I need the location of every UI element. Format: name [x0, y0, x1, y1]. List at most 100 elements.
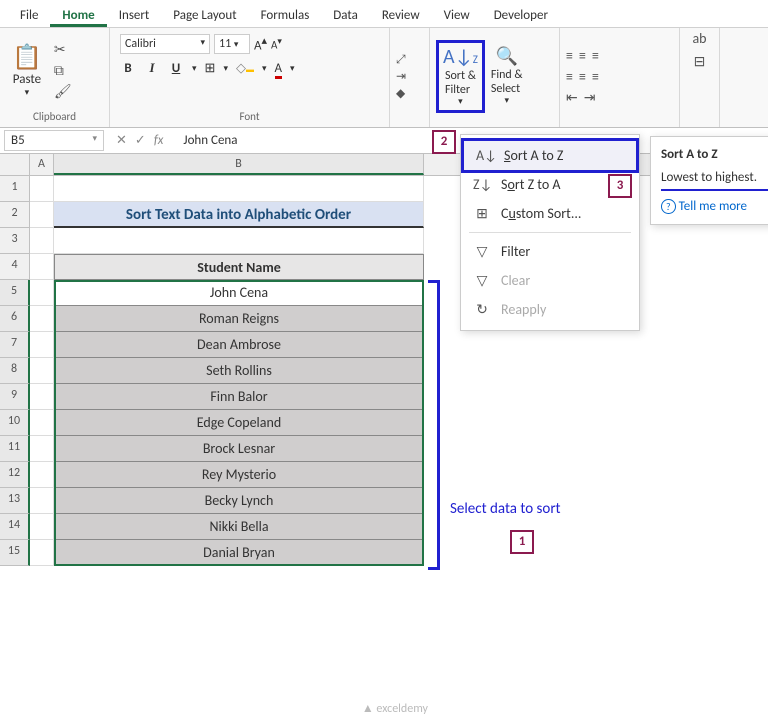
align-left-icon[interactable]: ≡ — [566, 68, 573, 85]
cell[interactable] — [30, 254, 54, 280]
data-cell[interactable]: Danial Bryan — [54, 540, 424, 566]
fill-color-icon[interactable]: ◇▬ — [236, 61, 254, 76]
decrease-indent-icon[interactable]: ⇤ — [566, 89, 578, 106]
merge-icon[interactable]: ⊟ — [694, 53, 706, 70]
row-header[interactable]: 11 — [0, 436, 30, 462]
cell[interactable] — [54, 176, 424, 202]
tab-page-layout[interactable]: Page Layout — [161, 4, 248, 27]
copy-icon[interactable]: ⧉ — [54, 62, 72, 79]
tab-home[interactable]: Home — [50, 4, 106, 27]
row-header[interactable]: 3 — [0, 228, 30, 254]
ribbon-tabs: File Home Insert Page Layout Formulas Da… — [0, 0, 768, 28]
border-icon[interactable]: ⊞ — [205, 61, 216, 76]
annotation-2: 2 — [432, 130, 456, 154]
row-header[interactable]: 13 — [0, 488, 30, 514]
name-box[interactable]: B5▾ — [4, 130, 104, 151]
bold-button[interactable]: B — [120, 61, 136, 76]
data-cell[interactable]: Rey Mysterio — [54, 462, 424, 488]
paste-button[interactable]: 📋 Paste ▾ — [6, 41, 48, 100]
sort-az-item[interactable]: A↓ Sort A to Z — [461, 138, 639, 173]
data-cell[interactable]: Brock Lesnar — [54, 436, 424, 462]
tab-file[interactable]: File — [8, 4, 50, 27]
cancel-icon[interactable]: ✕ — [116, 133, 127, 148]
align-right-icon[interactable]: ≡ — [592, 68, 599, 85]
align-bottom-icon[interactable]: ≡ — [592, 47, 599, 64]
find-select-button[interactable]: 🔍 Find & Select ▾ — [485, 44, 529, 109]
row-header[interactable]: 10 — [0, 410, 30, 436]
col-header-A[interactable]: A — [30, 154, 54, 175]
enter-icon[interactable]: ✓ — [135, 133, 146, 148]
cell[interactable] — [30, 384, 54, 410]
tab-formulas[interactable]: Formulas — [249, 4, 322, 27]
cell[interactable] — [30, 436, 54, 462]
cell[interactable] — [30, 332, 54, 358]
align-top-icon[interactable]: ≡ — [566, 47, 573, 64]
tab-view[interactable]: View — [432, 4, 482, 27]
row-header[interactable]: 4 — [0, 254, 30, 280]
underline-button[interactable]: U — [168, 61, 184, 76]
row-header[interactable]: 6 — [0, 306, 30, 332]
font-name-select[interactable]: Calibri ▾ — [120, 34, 210, 54]
cell[interactable] — [30, 514, 54, 540]
increase-font-icon[interactable]: A▴ — [254, 34, 267, 53]
tab-developer[interactable]: Developer — [482, 4, 560, 27]
row-header[interactable]: 5 — [0, 280, 30, 306]
tab-data[interactable]: Data — [321, 4, 370, 27]
decrease-font-icon[interactable]: A▾ — [271, 36, 282, 52]
cut-icon[interactable]: ✂ — [54, 41, 72, 58]
tooltip-link[interactable]: ? Tell me more — [661, 199, 768, 214]
data-cell[interactable]: Finn Balor — [54, 384, 424, 410]
cell[interactable] — [30, 176, 54, 202]
cell[interactable] — [30, 280, 54, 306]
increase-indent-icon[interactable]: ⇥ — [584, 89, 596, 106]
data-cell[interactable]: John Cena — [54, 280, 424, 306]
cell[interactable] — [30, 540, 54, 566]
cell[interactable] — [30, 358, 54, 384]
cell[interactable] — [30, 462, 54, 488]
custom-sort-item[interactable]: ⊞ Custom Sort... — [461, 199, 639, 228]
col-header-B[interactable]: B — [54, 154, 424, 175]
align-center-icon[interactable]: ≡ — [579, 68, 586, 85]
filter-icon: ▽ — [473, 243, 491, 260]
data-cell[interactable]: Roman Reigns — [54, 306, 424, 332]
cell[interactable] — [30, 306, 54, 332]
row-header[interactable]: 15 — [0, 540, 30, 566]
orientation-icon[interactable]: ⤢ — [396, 53, 406, 67]
data-cell[interactable]: Becky Lynch — [54, 488, 424, 514]
row-header[interactable]: 9 — [0, 384, 30, 410]
wrap-text-icon[interactable]: ab — [692, 30, 706, 47]
tab-review[interactable]: Review — [370, 4, 432, 27]
row-header[interactable]: 2 — [0, 202, 30, 228]
cell[interactable] — [30, 410, 54, 436]
cell[interactable] — [30, 488, 54, 514]
italic-button[interactable]: I — [144, 60, 160, 76]
data-cell[interactable]: Dean Ambrose — [54, 332, 424, 358]
cell[interactable] — [54, 228, 424, 254]
title-cell[interactable]: Sort Text Data into Alphabetic Order — [54, 202, 424, 228]
font-size-select[interactable]: 11 ▾ — [214, 34, 250, 54]
row-header[interactable]: 12 — [0, 462, 30, 488]
cell[interactable] — [30, 202, 54, 228]
data-cell[interactable]: Seth Rollins — [54, 358, 424, 384]
row-header[interactable]: 1 — [0, 176, 30, 202]
data-cell[interactable]: Nikki Bella — [54, 514, 424, 540]
data-cell[interactable]: Edge Copeland — [54, 410, 424, 436]
table-header-cell[interactable]: Student Name — [54, 254, 424, 280]
filter-item[interactable]: ▽ Filter — [461, 237, 639, 266]
format-icon[interactable]: ◆ — [396, 86, 406, 101]
font-color-icon[interactable]: A — [275, 61, 283, 76]
sort-filter-button[interactable]: A↓Z Sort & Filter ▾ — [436, 40, 485, 114]
select-all-corner[interactable] — [0, 154, 30, 175]
indent-icon[interactable]: ⇥ — [396, 69, 406, 84]
tooltip-desc: Lowest to highest. — [661, 170, 768, 191]
fx-icon[interactable]: fx — [154, 133, 164, 148]
format-painter-icon[interactable]: 🖌 — [54, 83, 72, 100]
align-middle-icon[interactable]: ≡ — [579, 47, 586, 64]
tab-insert[interactable]: Insert — [107, 4, 162, 27]
cell[interactable] — [30, 228, 54, 254]
row-header[interactable]: 14 — [0, 514, 30, 540]
clear-icon: ▽ — [473, 272, 491, 289]
row-header[interactable]: 7 — [0, 332, 30, 358]
row-header[interactable]: 8 — [0, 358, 30, 384]
formula-input[interactable]: John Cena — [171, 133, 237, 148]
